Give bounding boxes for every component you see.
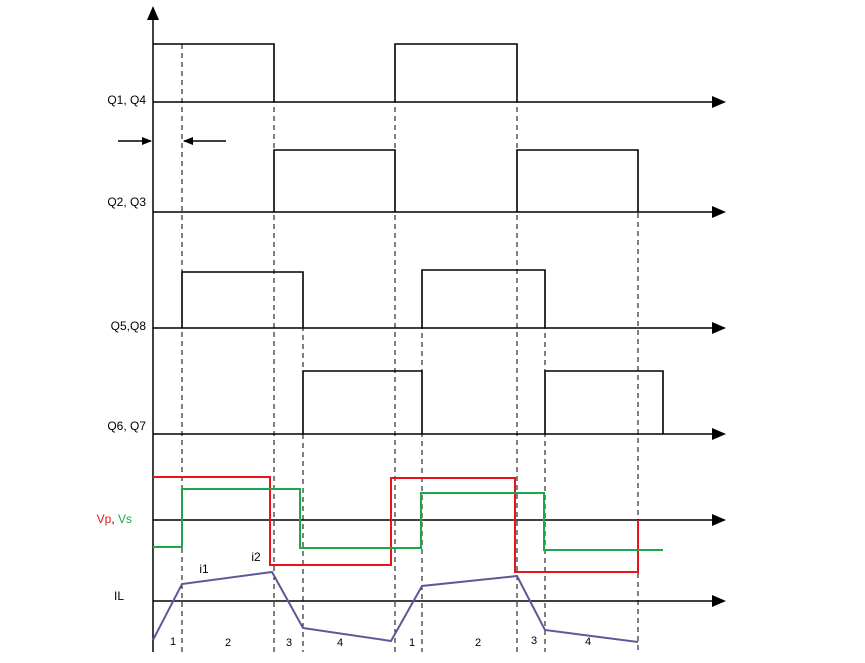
il-waveform (152, 570, 639, 643)
label-q2q3: Q2, Q3 (107, 195, 146, 209)
interval-labels: 1 2 3 4 1 2 3 4 (170, 635, 591, 649)
signal-labels: Q1, Q4 Q2, Q3 Q5,Q8 Q6, Q7 Vp, Vs IL i1 … (97, 93, 261, 603)
vertical-axis-arrowhead (147, 6, 159, 20)
label-il: IL (114, 589, 124, 603)
vertical-axis (147, 6, 159, 652)
label-q1q4: Q1, Q4 (107, 93, 146, 107)
baselines (153, 96, 726, 607)
q1q4-pulse-2 (394, 43, 518, 102)
interval-label: 1 (409, 637, 415, 649)
gate-waveforms (153, 43, 664, 434)
vp-waveform (153, 476, 639, 573)
q5q8-pulse-1 (181, 271, 304, 328)
q6q7-pulse-1 (302, 370, 423, 434)
interval-label: 3 (531, 635, 537, 647)
interval-label: 3 (286, 637, 292, 649)
interval-label: 1 (170, 636, 176, 648)
label-i2: i2 (251, 550, 261, 564)
q1q4-pulses (153, 43, 275, 102)
label-q5q8: Q5,Q8 (111, 319, 147, 333)
interval-label: 4 (337, 637, 343, 649)
q6q7-pulse-2 (544, 370, 664, 434)
label-vp-vs: Vp, Vs (97, 512, 132, 526)
interval-label: 2 (225, 637, 231, 649)
label-i1: i1 (199, 562, 209, 576)
label-vp: Vp (97, 512, 112, 526)
vs-waveform (153, 488, 663, 551)
q2q3-pulse-2 (516, 149, 639, 212)
interval-label: 4 (585, 636, 591, 648)
q5q8-pulse-2 (421, 269, 546, 328)
q2q3-pulse-1 (273, 149, 396, 212)
label-q6q7: Q6, Q7 (107, 419, 146, 433)
label-separator: , (111, 512, 118, 526)
label-vs: Vs (118, 512, 132, 526)
interval-label: 2 (475, 637, 481, 649)
